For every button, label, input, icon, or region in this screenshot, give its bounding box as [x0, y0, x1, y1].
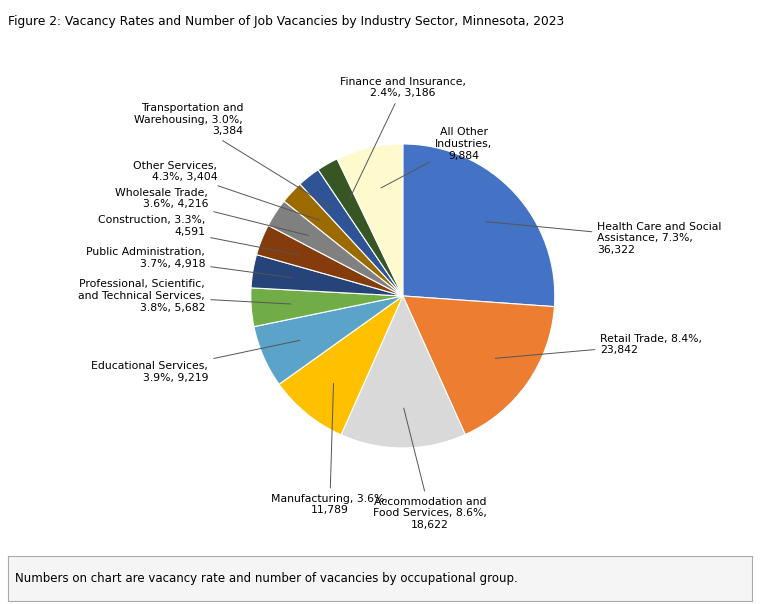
Wedge shape	[254, 296, 403, 384]
Text: Finance and Insurance,
2.4%, 3,186: Finance and Insurance, 2.4%, 3,186	[340, 77, 466, 198]
Text: Educational Services,
3.9%, 9,219: Educational Services, 3.9%, 9,219	[91, 340, 299, 383]
Wedge shape	[268, 201, 403, 296]
Text: Figure 2: Vacancy Rates and Number of Job Vacancies by Industry Sector, Minnesot: Figure 2: Vacancy Rates and Number of Jo…	[8, 15, 564, 28]
Wedge shape	[251, 255, 403, 296]
Text: Public Administration,
3.7%, 4,918: Public Administration, 3.7%, 4,918	[87, 247, 292, 278]
Wedge shape	[279, 296, 403, 435]
Text: Health Care and Social
Assistance, 7.3%,
36,322: Health Care and Social Assistance, 7.3%,…	[486, 222, 722, 255]
Wedge shape	[251, 288, 403, 327]
Text: Retail Trade, 8.4%,
23,842: Retail Trade, 8.4%, 23,842	[496, 334, 702, 358]
Wedge shape	[318, 159, 403, 296]
Text: Professional, Scientific,
and Technical Services,
3.8%, 5,682: Professional, Scientific, and Technical …	[78, 280, 291, 312]
Text: Manufacturing, 3.6%,
11,789: Manufacturing, 3.6%, 11,789	[271, 384, 388, 515]
Text: Accommodation and
Food Services, 8.6%,
18,622: Accommodation and Food Services, 8.6%, 1…	[373, 408, 487, 530]
Wedge shape	[403, 144, 555, 307]
Text: All Other
Industries,
9,884: All Other Industries, 9,884	[381, 127, 492, 188]
Text: Wholesale Trade,
3.6%, 4,216: Wholesale Trade, 3.6%, 4,216	[116, 188, 309, 236]
Wedge shape	[300, 170, 403, 296]
Text: Other Services,
4.3%, 3,404: Other Services, 4.3%, 3,404	[133, 161, 320, 220]
Wedge shape	[337, 144, 403, 296]
Wedge shape	[257, 225, 403, 296]
Wedge shape	[403, 296, 555, 434]
Text: Construction, 3.3%,
4,591: Construction, 3.3%, 4,591	[98, 215, 299, 255]
Text: Numbers on chart are vacancy rate and number of vacancies by occupational group.: Numbers on chart are vacancy rate and nu…	[15, 572, 518, 585]
Wedge shape	[284, 184, 403, 296]
Wedge shape	[341, 296, 465, 448]
Text: Transportation and
Warehousing, 3.0%,
3,384: Transportation and Warehousing, 3.0%, 3,…	[135, 103, 333, 208]
